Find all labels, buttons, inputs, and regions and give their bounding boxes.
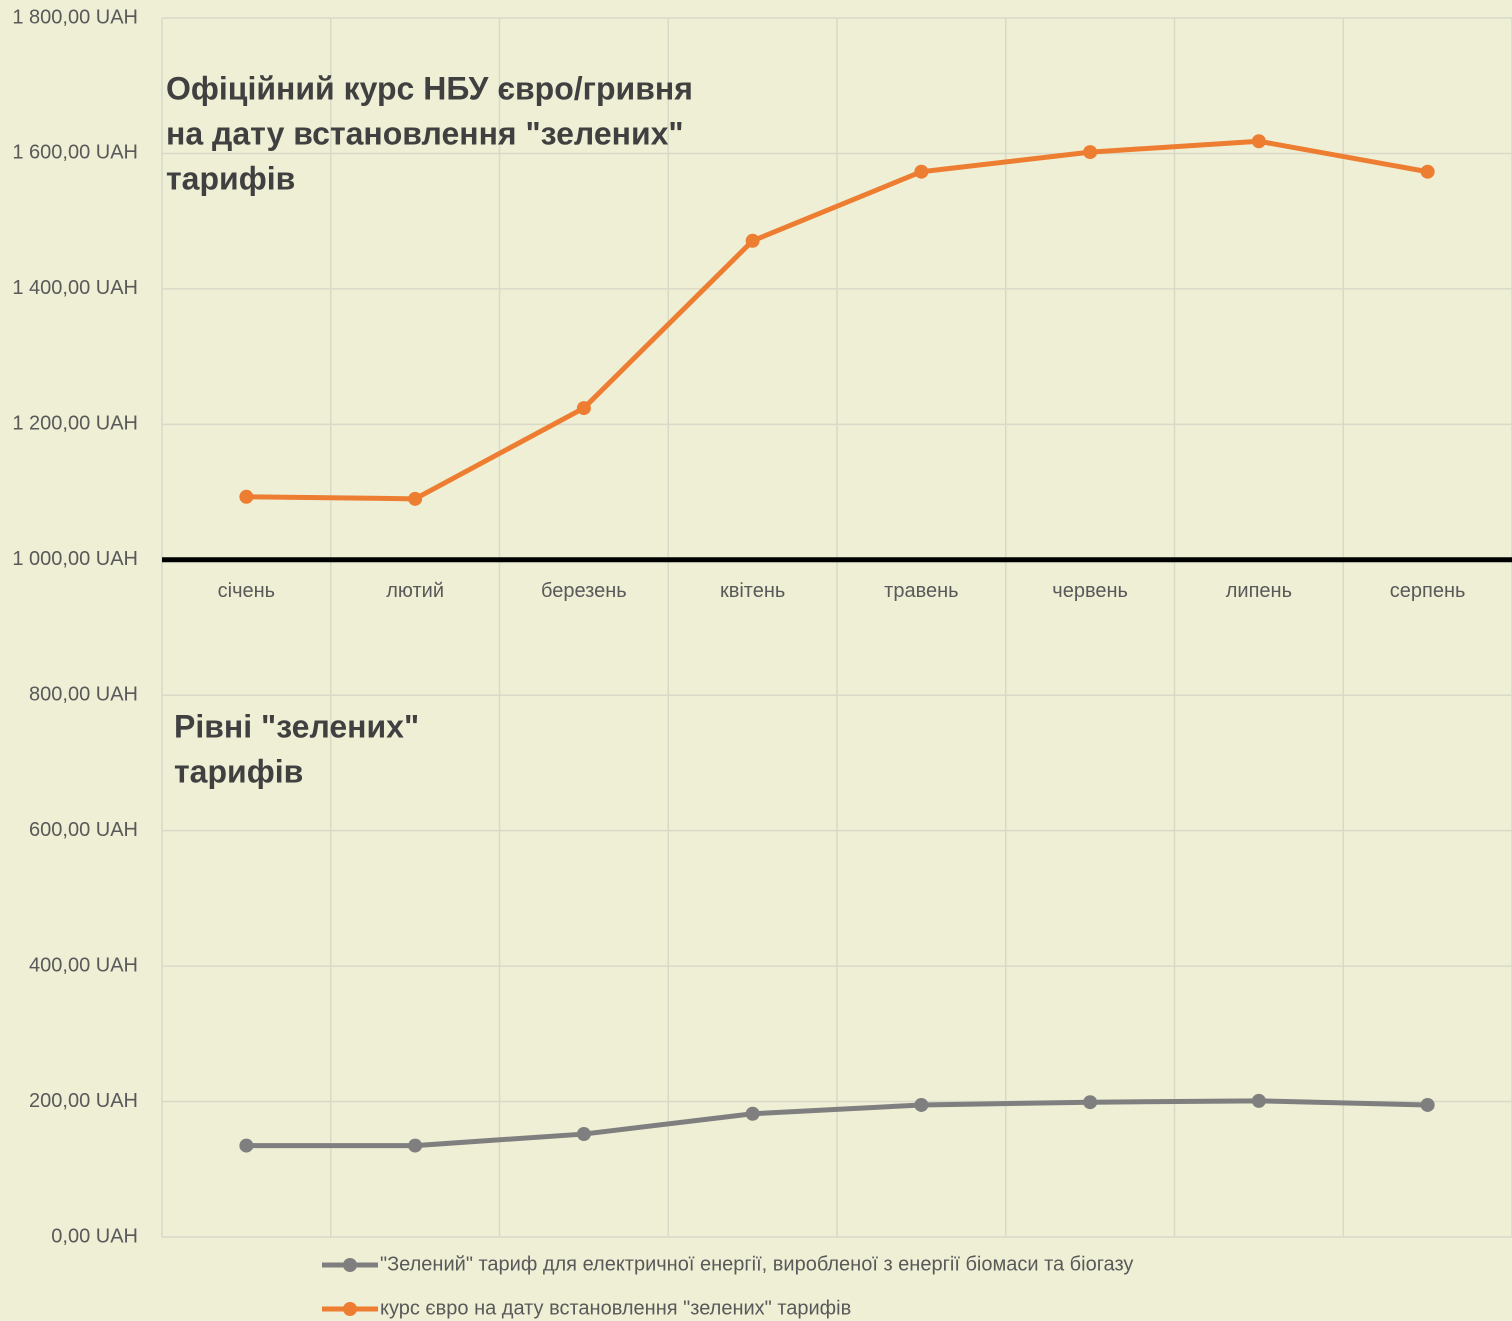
marker: [239, 489, 254, 504]
marker: [1251, 134, 1266, 149]
marker: [1420, 164, 1435, 179]
y-tick-label: 400,00 UAH: [29, 954, 138, 976]
x-tick-label: серпень: [1390, 580, 1466, 602]
x-tick-label: лютий: [386, 580, 444, 602]
legend-label: "Зелений" тариф для електричної енергії,…: [380, 1253, 1133, 1275]
marker: [914, 164, 929, 179]
legend-marker: [343, 1302, 357, 1316]
y-tick-label: 1 400,00 UAH: [12, 277, 138, 299]
legend-label: курс євро на дату встановлення "зелених"…: [380, 1297, 851, 1319]
y-tick-label: 1 000,00 UAH: [12, 548, 138, 570]
marker: [745, 233, 760, 248]
x-tick-label: березень: [541, 580, 627, 602]
x-tick-label: квітень: [720, 580, 785, 602]
series-line: [246, 138, 1429, 502]
y-tick-label: 800,00 UAH: [29, 684, 138, 706]
marker: [1083, 145, 1098, 160]
marker: [408, 1138, 423, 1153]
series-line: [246, 1098, 1428, 1149]
legend-marker: [343, 1258, 357, 1272]
marker: [576, 1127, 591, 1142]
annotation: Рівні "зелених": [174, 708, 419, 744]
marker: [745, 1106, 760, 1121]
x-tick-label: січень: [218, 580, 275, 602]
x-tick-label: травень: [884, 580, 958, 602]
annotation: на дату встановлення "зелених": [166, 115, 684, 151]
y-tick-label: 1 200,00 UAH: [12, 413, 138, 435]
marker: [576, 401, 591, 416]
marker: [239, 1138, 254, 1153]
marker: [1251, 1093, 1266, 1108]
y-tick-label: 1 800,00 UAH: [12, 6, 138, 28]
marker: [1420, 1097, 1435, 1112]
y-tick-label: 0,00 UAH: [51, 1225, 138, 1247]
y-tick-label: 200,00 UAH: [29, 1090, 138, 1112]
annotation: Офіційний курс НБУ євро/гривня: [166, 70, 693, 106]
marker: [914, 1097, 929, 1112]
y-tick-label: 600,00 UAH: [29, 819, 138, 841]
x-tick-label: червень: [1052, 580, 1128, 602]
x-tick-label: липень: [1226, 580, 1292, 602]
annotation: тарифів: [166, 160, 295, 196]
annotation: тарифів: [174, 753, 303, 789]
marker: [1083, 1095, 1098, 1110]
y-tick-label: 1 600,00 UAH: [12, 142, 138, 164]
marker: [408, 491, 423, 506]
